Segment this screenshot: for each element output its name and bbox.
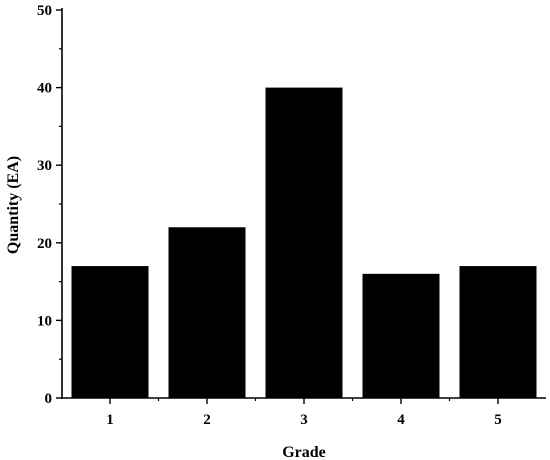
x-axis-title: Grade — [282, 444, 326, 460]
y-axis-title: Quantity (EA) — [5, 156, 22, 254]
bar-5 — [459, 266, 537, 398]
x-tick-label: 2 — [203, 412, 211, 428]
bar-2 — [168, 227, 246, 398]
bar-1 — [71, 266, 149, 398]
y-tick-label: 30 — [37, 158, 52, 174]
bars-group — [71, 87, 537, 398]
y-tick-label: 50 — [37, 3, 52, 19]
y-ticks-group: 0 10 20 30 40 50 — [37, 3, 62, 407]
y-tick-label: 0 — [45, 391, 53, 407]
x-tick-label: 1 — [106, 412, 114, 428]
bar-4 — [362, 273, 440, 398]
y-tick-label: 40 — [37, 81, 52, 97]
bar-3 — [265, 87, 343, 398]
x-tick-label: 3 — [300, 412, 308, 428]
y-tick-label: 20 — [37, 236, 52, 252]
x-tick-label: 4 — [397, 412, 405, 428]
x-tick-label: 5 — [494, 412, 502, 428]
y-tick-label: 10 — [37, 313, 52, 329]
x-ticks-group: 1 2 3 4 5 — [106, 398, 502, 428]
